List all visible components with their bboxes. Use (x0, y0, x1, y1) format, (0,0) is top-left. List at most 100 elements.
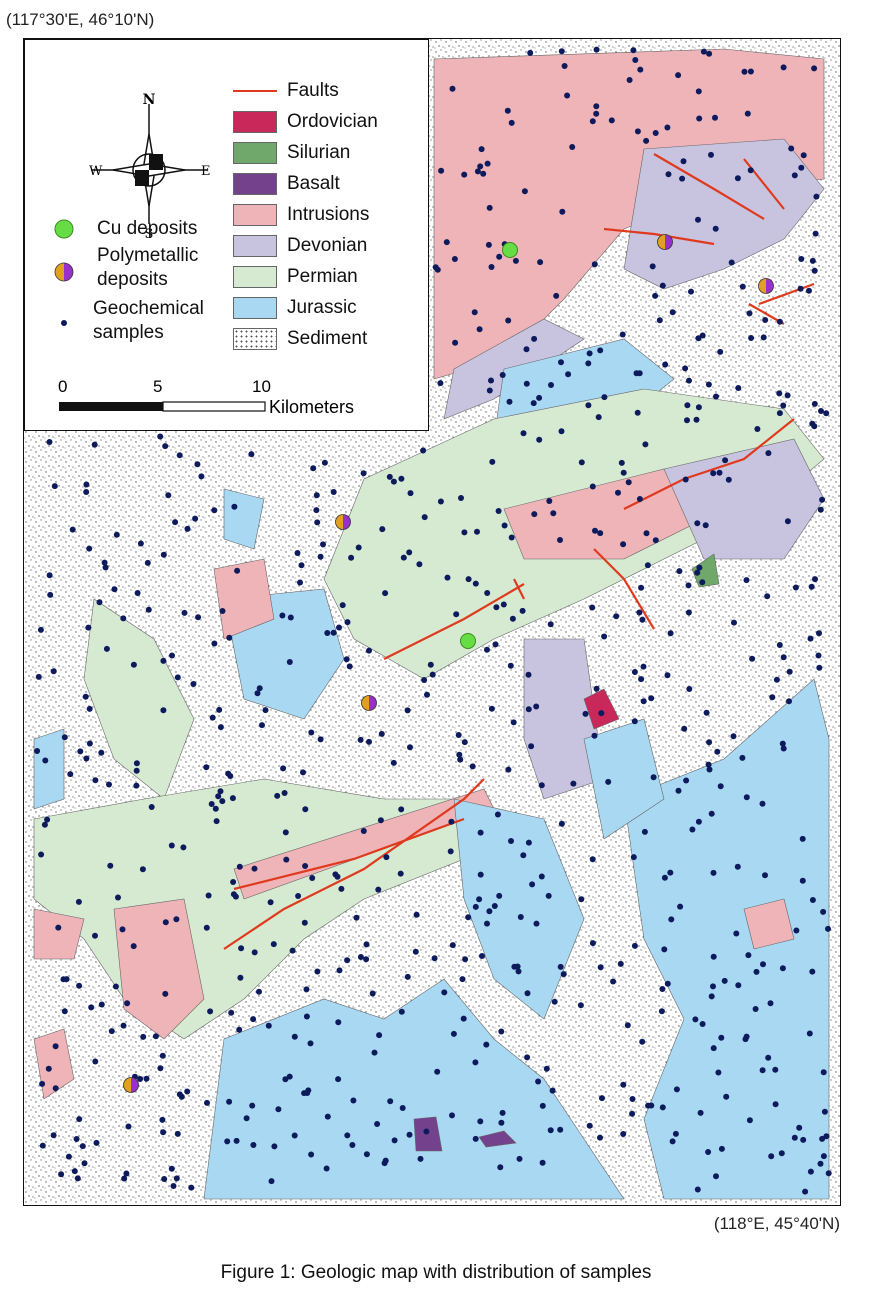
sample-point (219, 798, 226, 805)
sample-point (215, 793, 222, 800)
sample-point (363, 956, 370, 963)
sample-point (605, 778, 612, 785)
sample-point (61, 1008, 68, 1015)
sample-point (533, 703, 540, 710)
sample-point (47, 591, 54, 598)
sample-point (557, 1126, 564, 1133)
sample-point (823, 1133, 830, 1140)
sample-point (381, 1160, 388, 1167)
sample-point (593, 685, 600, 692)
sample-point (630, 47, 637, 54)
sample-point (819, 496, 826, 503)
sample-point (92, 1058, 99, 1065)
sample-point (76, 982, 83, 989)
sample-point (650, 774, 657, 781)
legend-label-silurian: Silurian (287, 142, 351, 163)
sample-point (713, 393, 719, 400)
sample-point (494, 811, 501, 818)
sample-point (593, 46, 600, 53)
sample-point (620, 469, 627, 476)
sample-point (549, 1087, 556, 1094)
intrusion-unit (743, 898, 795, 950)
sample-point (98, 749, 105, 756)
sample-point (499, 1109, 506, 1116)
sample-point (317, 553, 324, 560)
sample-point (137, 540, 144, 547)
sample-point (664, 124, 671, 131)
sample-point (597, 347, 604, 354)
sample-point (496, 892, 503, 899)
sample-point (504, 107, 511, 114)
sample-point (493, 604, 500, 611)
sample-point (506, 398, 513, 405)
sample-point (349, 1142, 356, 1148)
sample-point (788, 145, 795, 152)
sample-point (267, 899, 274, 906)
sample-point (489, 458, 496, 465)
sample-point (516, 1155, 523, 1162)
geochemical-samples (34, 46, 832, 1195)
sample-point (809, 897, 816, 903)
sample-point (256, 685, 263, 692)
sample-point (229, 795, 236, 802)
sample-point (230, 879, 237, 885)
sample-point (303, 1013, 310, 1020)
sample-point (520, 430, 527, 437)
sample-point (45, 1065, 52, 1072)
sample-point (203, 924, 210, 931)
sample-point (683, 777, 690, 784)
sample-point (643, 137, 650, 144)
sample-point (159, 1052, 166, 1059)
sample-point (558, 820, 565, 827)
sample-point (86, 545, 93, 552)
sample-point (143, 1075, 150, 1082)
sample-point (51, 483, 58, 490)
sample-point (815, 652, 822, 659)
sample-point (91, 441, 98, 448)
sample-point (514, 963, 521, 970)
sample-point (336, 967, 343, 974)
sample-point (762, 872, 768, 879)
sample-point (786, 698, 792, 705)
sample-point (379, 526, 386, 533)
sample-point (360, 828, 367, 834)
sample-point (743, 794, 750, 801)
sample-point (211, 507, 218, 514)
sample-point (448, 818, 455, 825)
fault-line (603, 227, 715, 246)
sample-point (491, 903, 498, 909)
sample-point (656, 317, 663, 324)
sample-point (599, 1095, 605, 1102)
sample-point (190, 681, 197, 687)
sample-point (451, 256, 458, 262)
compass-south-label: S (145, 227, 154, 240)
sample-point (564, 92, 571, 99)
sample-point (391, 1137, 398, 1144)
sample-point (488, 705, 495, 712)
sample-point (233, 1137, 240, 1144)
sample-point (769, 694, 776, 701)
sample-point (519, 607, 526, 614)
devonian-unit (663, 438, 825, 560)
basalt-unit (478, 1130, 517, 1148)
sample-point (629, 1096, 636, 1102)
sample-point (449, 85, 456, 92)
sample-point (560, 971, 567, 978)
sample-point (338, 885, 345, 892)
sample-point (486, 387, 493, 394)
sample-point (472, 903, 479, 910)
faults (223, 153, 815, 950)
sample-point (65, 1153, 72, 1160)
sample-point (688, 288, 694, 295)
sample-point (620, 1131, 627, 1137)
sample-point (160, 1129, 167, 1136)
sample-point (799, 835, 806, 842)
sample-point (598, 710, 605, 717)
sample-point (577, 1002, 584, 1009)
sample-point (88, 1004, 95, 1011)
sample-point (659, 986, 666, 992)
sample-point (174, 674, 181, 681)
sample-point (748, 335, 755, 341)
sample-point (477, 163, 484, 170)
sample-point (589, 940, 596, 947)
